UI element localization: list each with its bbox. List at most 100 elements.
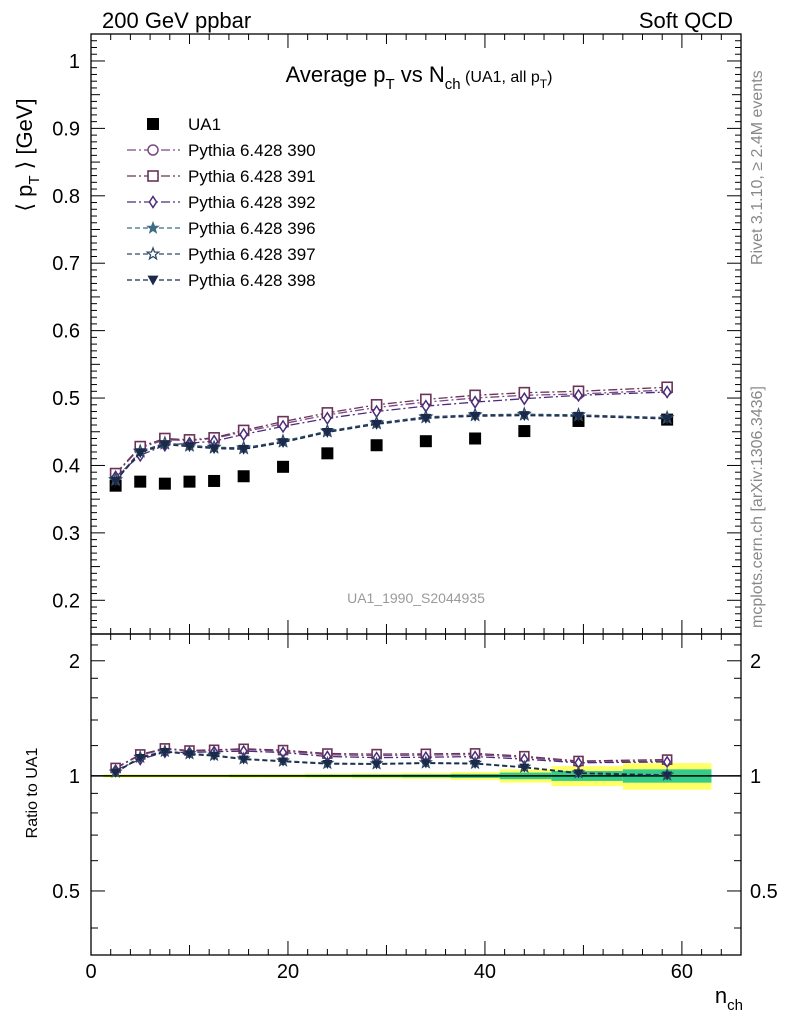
data-point — [278, 419, 288, 434]
ratio-y-tick-label: 0.5 — [52, 881, 80, 903]
ratio-point — [322, 760, 333, 770]
legend-item: Pythia 6.428 391 — [127, 167, 316, 186]
data-point — [321, 447, 334, 460]
ratio-point — [159, 747, 170, 757]
data-point — [574, 388, 583, 403]
data-point — [159, 440, 171, 451]
data-point — [518, 411, 530, 422]
y-tick-label: 0.2 — [52, 590, 80, 612]
ratio-point — [519, 763, 530, 773]
x-tick-label: 60 — [671, 961, 693, 983]
legend-marker — [148, 195, 158, 209]
ratio-point — [371, 760, 382, 770]
x-axis-label: nch — [715, 983, 743, 1014]
data-point — [238, 444, 250, 455]
x-tick-label: 20 — [277, 961, 299, 983]
series-line — [115, 414, 668, 481]
legend-item: UA1 — [147, 115, 221, 134]
data-point — [208, 444, 220, 455]
y-tick-label: 0.5 — [52, 388, 80, 410]
data-point — [519, 391, 529, 406]
y-axis-label: ⟨ pT ⟩ [GeV] — [12, 98, 43, 211]
legend-item: Pythia 6.428 390 — [127, 141, 316, 160]
ratio-point — [209, 752, 220, 762]
legend-label: UA1 — [188, 115, 221, 134]
series-line — [115, 413, 668, 481]
main-plot: 0.2 0.3 0.4 0.5 0.6 0.7 0.8 0.9 1 — [52, 33, 742, 635]
legend-label: Pythia 6.428 398 — [188, 271, 316, 290]
series-line — [115, 391, 668, 478]
data-point — [183, 475, 196, 488]
data-point — [237, 470, 250, 483]
legend-item: Pythia 6.428 397 — [127, 245, 316, 264]
series-2 — [109, 381, 673, 480]
series-line — [115, 414, 668, 482]
ratio-frame — [90, 633, 742, 956]
data-point — [419, 435, 432, 448]
legend-marker — [145, 246, 161, 261]
ratio-y-label: Ratio to UA1 — [24, 748, 41, 839]
ratio-y-tick-label: 1 — [69, 766, 80, 788]
data-point — [239, 427, 249, 442]
ratio-y-tick-label-right: 0.5 — [750, 881, 778, 903]
ratio-point — [110, 768, 121, 778]
y-tick-label: 1 — [69, 51, 80, 73]
ratio-line — [115, 747, 668, 769]
data-point — [469, 432, 482, 445]
data-point — [371, 419, 383, 430]
ratio-point — [135, 753, 146, 763]
rivet-label: Rivet 3.1.10, ≥ 2.4M events — [749, 70, 766, 265]
data-point — [321, 428, 333, 438]
ratio-point — [238, 755, 249, 765]
ratio-point — [662, 771, 673, 781]
legend-item: Pythia 6.428 392 — [127, 193, 316, 212]
ratio-point — [573, 769, 584, 779]
y-tick-label: 0.3 — [52, 523, 80, 545]
ratio-plot: 0 20 40 60 0.5 0.5 1 1 2 2 — [52, 633, 778, 983]
data-point — [277, 460, 290, 473]
ratio-point — [184, 750, 195, 760]
ratio-point — [278, 757, 289, 767]
header-left: 200 GeV ppbar — [102, 8, 251, 33]
y-tick-label: 0.9 — [52, 118, 80, 140]
series-1 — [109, 384, 673, 480]
y-tick-label: 0.4 — [52, 455, 80, 477]
y-tick-label: 0.7 — [52, 253, 80, 275]
data-point — [134, 448, 146, 459]
data-point — [134, 475, 147, 488]
data-point — [469, 411, 481, 422]
legend-marker — [147, 144, 159, 156]
legend-item: Pythia 6.428 398 — [127, 271, 316, 290]
legend-label: Pythia 6.428 397 — [188, 245, 316, 264]
series-3 — [111, 385, 672, 484]
legend-label: Pythia 6.428 396 — [188, 219, 316, 238]
x-tick-label: 0 — [85, 961, 96, 983]
ratio-y-tick-label: 2 — [69, 651, 80, 673]
mcplots-label: mcplots.cern.ch [arXiv:1306.3436] — [749, 386, 766, 628]
legend-label: Pythia 6.428 392 — [188, 193, 316, 212]
ratio-y-tick-label-right: 1 — [750, 766, 761, 788]
ratio-line — [115, 751, 668, 777]
data-point — [158, 477, 171, 490]
data-point — [110, 476, 122, 487]
header-right: Soft QCD — [639, 8, 733, 33]
data-point — [573, 411, 584, 422]
series-line — [115, 389, 668, 475]
y-tick-label: 0.6 — [52, 321, 80, 343]
series-6 — [110, 411, 673, 487]
data-point — [277, 438, 289, 449]
chart-title: Average pT vs Nch (UA1, all pT) — [286, 62, 553, 93]
legend-item: Pythia 6.428 396 — [127, 219, 316, 238]
data-point — [518, 425, 531, 438]
data-point — [208, 474, 221, 487]
ratio-point — [662, 755, 672, 769]
series-line — [115, 386, 668, 475]
legend-marker — [147, 170, 159, 182]
legend-label: Pythia 6.428 390 — [188, 141, 316, 160]
ratio-point — [420, 759, 431, 769]
ratio-series-5 — [110, 747, 673, 781]
legend-marker — [146, 220, 160, 234]
ratio-point — [470, 759, 481, 769]
x-tick-label: 40 — [474, 961, 496, 983]
